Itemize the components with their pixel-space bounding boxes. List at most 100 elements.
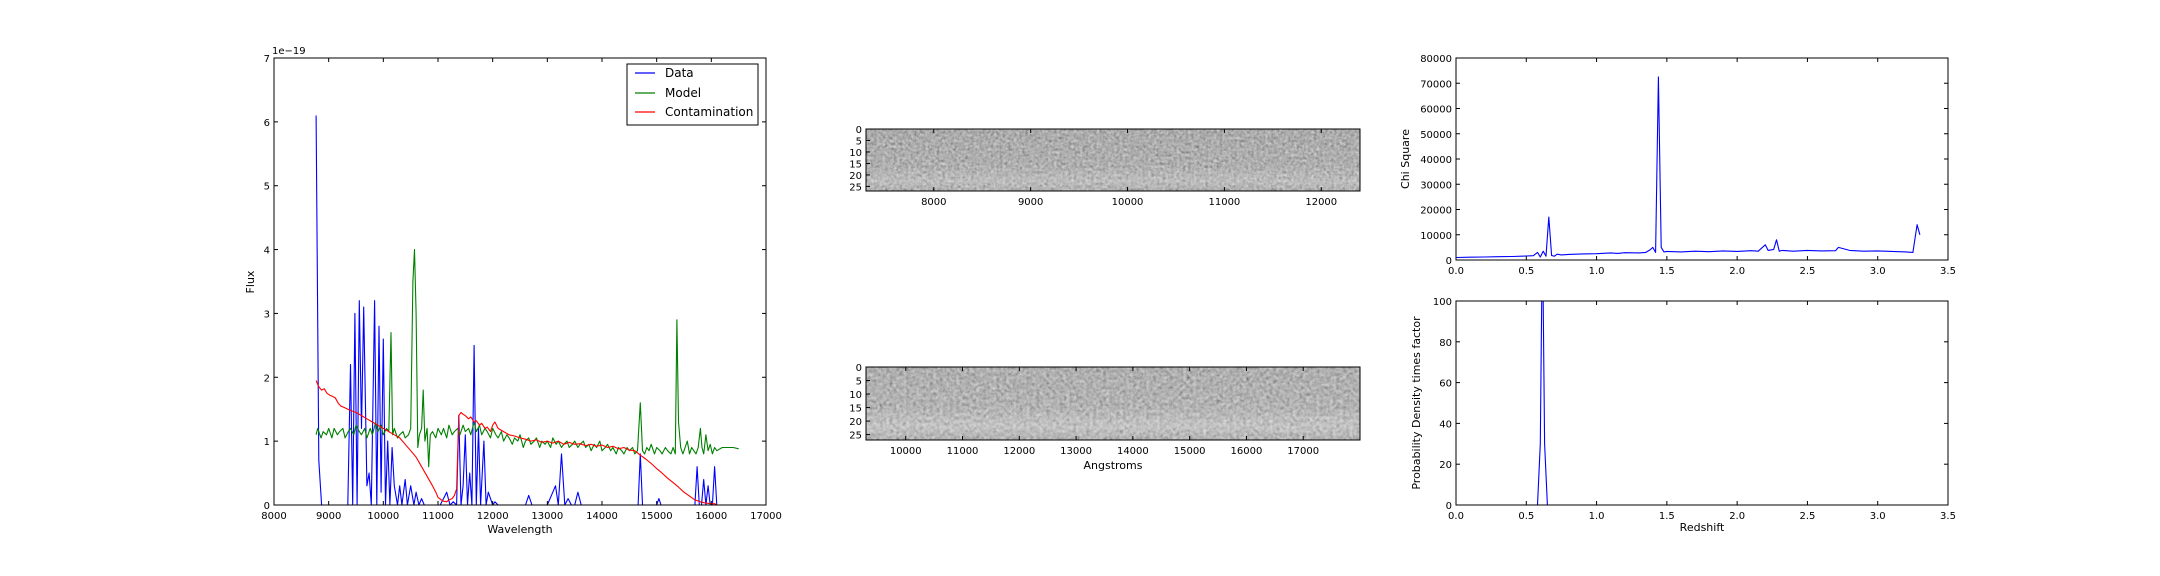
probability-lines	[1456, 301, 1920, 505]
x-tick-label: 2.0	[1729, 266, 1745, 277]
spectrum-image-bottom-panel: 10000 11000 12000 13000 14000 15000 16000 17000…	[849, 363, 1361, 472]
y-tick-label: 0	[1446, 256, 1452, 267]
y-tick-label: 40	[1439, 419, 1452, 430]
x-tick-label: 10000	[1112, 197, 1144, 208]
y-tick-label: 20	[1439, 460, 1452, 471]
y-tick-label: 1	[264, 437, 270, 448]
x-tick-label: 9000	[316, 511, 341, 522]
y-tick-label: 80000	[1420, 54, 1452, 65]
x-tick-label: 1.5	[1659, 266, 1675, 277]
x-tick-label: 9000	[1018, 197, 1043, 208]
probability-x-label: Redshift	[1680, 521, 1725, 534]
x-tick-label: 16000	[695, 511, 727, 522]
chi-square-y-ticks: 0 10000 20000 30000 40000 50000 60000 70000 8000…	[1420, 54, 1948, 267]
y-tick-label: 20	[849, 171, 862, 182]
x-tick-label: 8000	[921, 197, 946, 208]
y-tick-label: 70000	[1420, 79, 1452, 90]
probability-y-label: Probability Density times factor	[1410, 316, 1423, 490]
y-tick-label: 5	[856, 377, 862, 388]
y-tick-label: 25	[849, 431, 862, 442]
series-line-series-0	[1456, 76, 1921, 259]
x-tick-label: 16000	[1231, 446, 1263, 457]
x-tick-label: 1.0	[1589, 266, 1605, 277]
series-line-data	[315, 115, 724, 505]
x-tick-label: 1.0	[1589, 511, 1605, 522]
chi-square-x-ticks: 0.0 0.5 1.0 1.5 2.0 2.5 3.0 3.5	[1448, 58, 1956, 277]
y-tick-label: 10	[849, 390, 862, 401]
legend-box	[626, 63, 759, 126]
image-bottom-y-ticks: 0 5 10 15 20 25	[849, 363, 870, 442]
x-tick-label: 1.5	[1659, 511, 1675, 522]
y-tick-label: 100	[1433, 297, 1452, 308]
y-tick-label: 4	[264, 246, 270, 257]
spectrum-lines	[315, 115, 739, 505]
x-tick-label: 12000	[477, 511, 509, 522]
spectrum-panel: 8000 9000 10000 11000 12000 13000 14000 15000 16…	[244, 46, 782, 536]
x-tick-label: 3.5	[1940, 266, 1956, 277]
y-tick-label: 10000	[1420, 231, 1452, 242]
y-tick-label: 25	[849, 182, 862, 193]
x-tick-label: 10000	[367, 511, 399, 522]
spectrum-axes-frame	[273, 57, 767, 506]
legend-label-contamination: Contamination	[665, 105, 753, 119]
x-tick-label: 0.5	[1518, 511, 1534, 522]
spectrum-x-ticks: 8000 9000 10000 11000 12000 13000 14000 15000 16…	[261, 58, 782, 522]
x-tick-label: 0.0	[1448, 266, 1464, 277]
x-tick-label: 12000	[1305, 197, 1337, 208]
image-bottom-frame	[865, 366, 1361, 441]
y-tick-label: 50000	[1420, 130, 1452, 141]
x-tick-label: 11000	[947, 446, 979, 457]
probability-axes-frame	[1455, 300, 1949, 506]
chi-square-y-label: Chi Square	[1399, 129, 1412, 189]
y-tick-label: 0	[1446, 501, 1452, 512]
series-line-contamination	[315, 380, 717, 505]
y-tick-label: 5	[264, 182, 270, 193]
legend-label-data: Data	[665, 66, 694, 80]
image-top-x-ticks: 8000 9000 10000 11000 12000	[921, 129, 1337, 208]
x-tick-label: 17000	[750, 511, 782, 522]
chi-square-axes-frame	[1455, 57, 1949, 261]
x-tick-label: 2.5	[1799, 511, 1815, 522]
image-bottom-glow	[866, 367, 1360, 440]
image-bottom-x-label: Angstroms	[1084, 459, 1143, 472]
image-top-glow	[866, 129, 1360, 191]
y-tick-label: 2	[264, 373, 270, 384]
probability-x-ticks: 0.0 0.5 1.0 1.5 2.0 2.5 3.0 3.5	[1448, 301, 1956, 522]
y-tick-label: 40000	[1420, 155, 1452, 166]
chi-square-panel: 0.0 0.5 1.0 1.5 2.0 2.5 3.0 3.5 0 10000 20000 3000…	[1399, 54, 1956, 277]
y-tick-label: 0	[264, 501, 270, 512]
y-tick-label: 15	[849, 159, 862, 170]
x-tick-label: 14000	[1117, 446, 1149, 457]
probability-panel: 0.0 0.5 1.0 1.5 2.0 2.5 3.0 3.5 0 20 40 60 80 100 Re…	[1410, 297, 1956, 534]
y-tick-label: 60	[1439, 379, 1452, 390]
spectrum-y-ticks: 0 1 2 3 4 5 6 7	[264, 54, 766, 512]
y-tick-label: 30000	[1420, 180, 1452, 191]
x-tick-label: 3.0	[1870, 266, 1886, 277]
y-tick-label: 7	[264, 54, 270, 65]
series-line-series-0	[1456, 301, 1920, 505]
y-tick-label: 15	[849, 404, 862, 415]
probability-y-ticks: 0 20 40 60 80 100	[1433, 297, 1948, 512]
x-tick-label: 17000	[1287, 446, 1319, 457]
x-tick-label: 3.0	[1870, 511, 1886, 522]
y-tick-label: 20	[849, 417, 862, 428]
x-tick-label: 0.0	[1448, 511, 1464, 522]
y-tick-label: 6	[264, 118, 270, 129]
y-tick-label: 0	[856, 125, 862, 136]
y-tick-label: 5	[856, 136, 862, 147]
spectrum-legend: Data Model Contamination	[626, 63, 759, 126]
x-tick-label: 0.5	[1518, 266, 1534, 277]
x-tick-label: 10000	[890, 446, 922, 457]
x-tick-label: 3.5	[1940, 511, 1956, 522]
x-tick-label: 15000	[641, 511, 673, 522]
x-tick-label: 13000	[1060, 446, 1092, 457]
spectrum-x-label: Wavelength	[487, 523, 552, 536]
legend-label-model: Model	[665, 86, 701, 100]
x-tick-label: 12000	[1003, 446, 1035, 457]
y-tick-label: 60000	[1420, 105, 1452, 116]
image-top-frame	[865, 128, 1361, 192]
x-tick-label: 11000	[1208, 197, 1240, 208]
y-tick-label: 3	[264, 309, 270, 320]
x-tick-label: 13000	[531, 511, 563, 522]
